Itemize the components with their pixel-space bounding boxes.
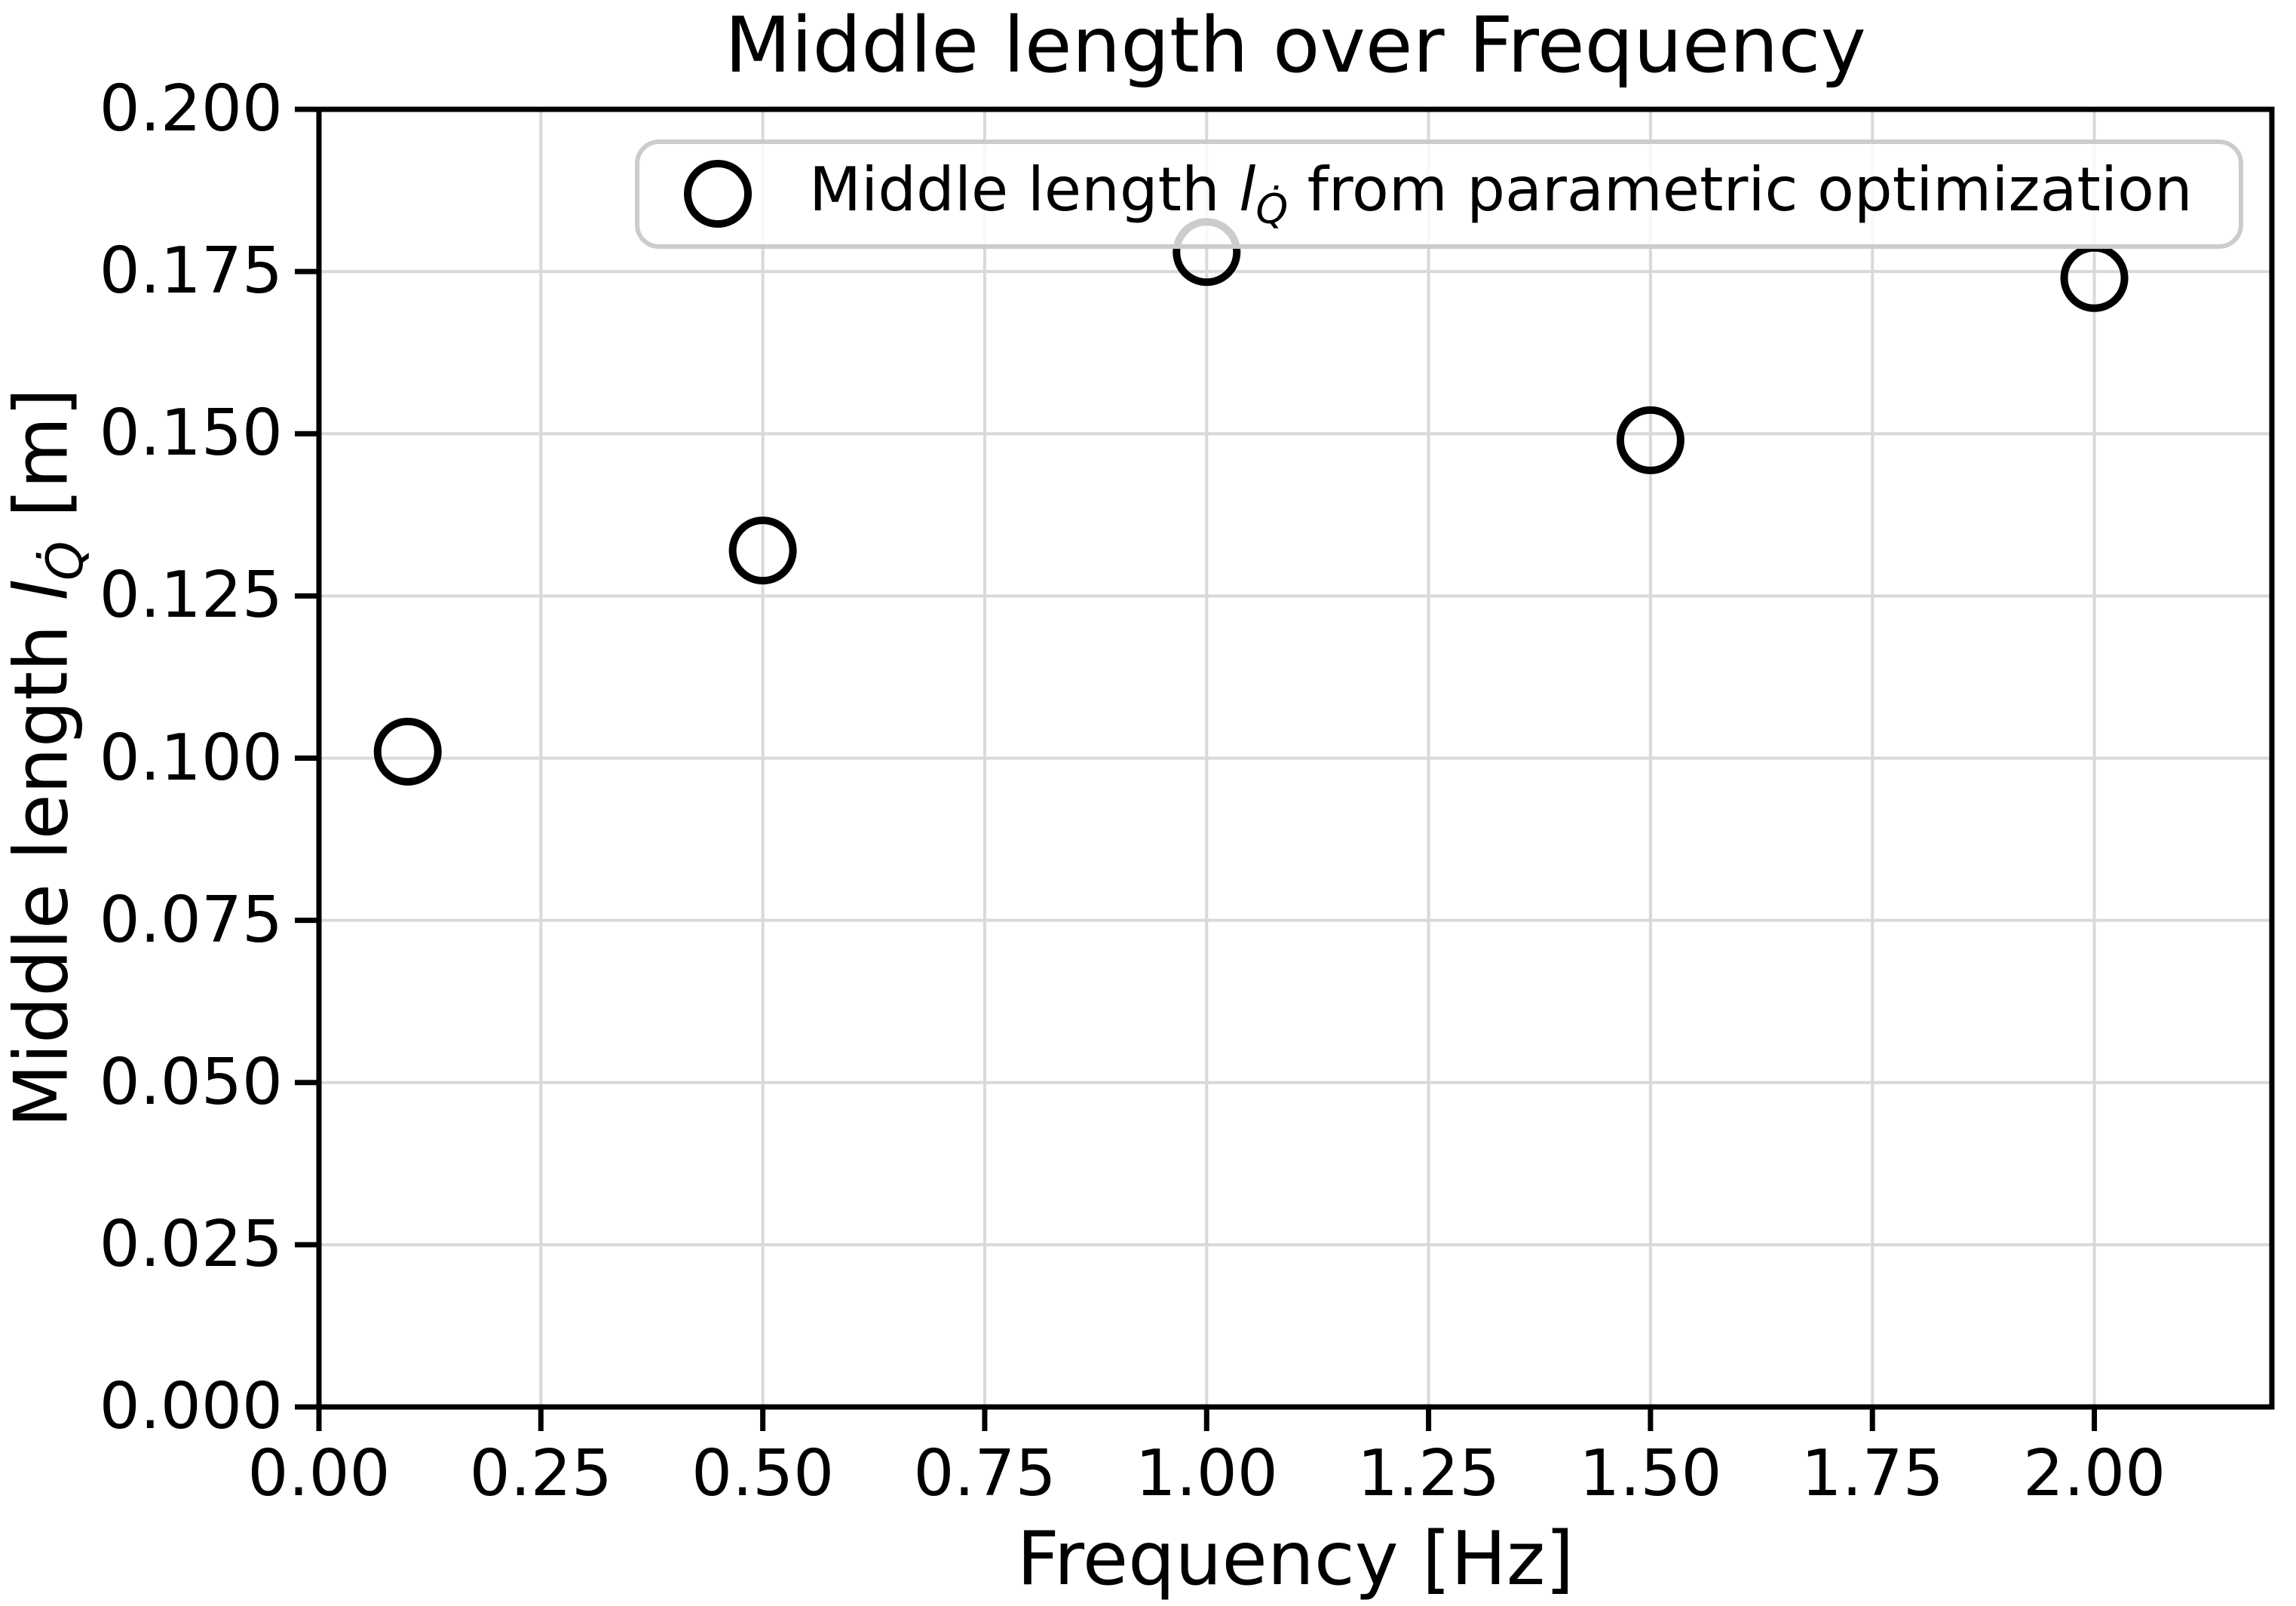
x-tick-label: 0.75: [913, 1436, 1056, 1511]
y-tick-label: 0.000: [99, 1369, 283, 1444]
legend-label-subscript: Q̇: [1255, 185, 1289, 233]
x-tick-label: 1.25: [1356, 1436, 1501, 1511]
y-axis-label-suffix: [m]: [0, 388, 85, 541]
y-tick-label: 0.200: [99, 72, 283, 146]
chart-title: Middle length over Frequency: [725, 1, 1866, 90]
legend-marker-icon: [684, 160, 752, 228]
y-axis-label-symbol: l: [0, 580, 85, 602]
y-tick-label: 0.100: [99, 720, 283, 795]
x-axis-label: Frequency [Hz]: [1016, 1516, 1574, 1602]
legend: Middle length lQ̇ from parametric optimi…: [635, 139, 2243, 249]
x-tick-label: 1.50: [1579, 1436, 1722, 1511]
scatter-markers: [373, 218, 2129, 786]
y-axis-label-prefix: Middle length: [0, 601, 85, 1128]
legend-label-suffix: from parametric optimization: [1288, 154, 2193, 225]
data-point-marker: [728, 516, 797, 585]
y-axis-label: Middle length lQ̇ [m]: [0, 388, 94, 1127]
data-point-marker: [1616, 406, 1684, 474]
legend-label-symbol: l: [1239, 154, 1256, 225]
x-tick-label: 0.25: [469, 1436, 612, 1511]
x-tick-label: 2.00: [2022, 1436, 2166, 1511]
y-tick-label: 0.050: [99, 1044, 283, 1120]
legend-label: Middle length lQ̇ from parametric optimi…: [809, 154, 2193, 233]
data-point-marker: [373, 717, 442, 786]
x-tick-label: 0.50: [691, 1436, 835, 1511]
y-tick-label: 0.025: [99, 1206, 283, 1282]
y-axis-label-subscript: Q̇: [35, 541, 94, 581]
x-tick-label: 1.75: [1801, 1436, 1944, 1511]
y-tick-label: 0.125: [99, 558, 283, 633]
x-tick-label: 0.00: [247, 1436, 391, 1511]
plot-spines: [316, 106, 2275, 1410]
gridlines: [317, 108, 2272, 1408]
y-tick-label: 0.175: [99, 234, 283, 309]
axis-ticks: [295, 106, 2098, 1431]
y-tick-label: 0.075: [99, 882, 283, 958]
x-tick-label: 1.00: [1135, 1436, 1278, 1511]
legend-label-prefix: Middle length: [809, 154, 1240, 225]
y-tick-label: 0.150: [99, 396, 283, 471]
